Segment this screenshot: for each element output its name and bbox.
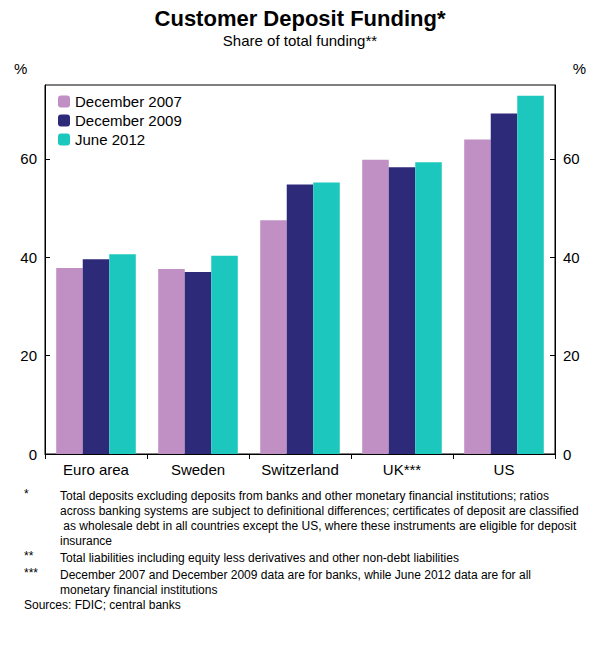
svg-text:20: 20: [563, 347, 580, 364]
svg-text:0: 0: [29, 446, 37, 463]
svg-text:%: %: [573, 60, 586, 77]
svg-text:US: US: [494, 461, 515, 478]
svg-text:December 2007: December 2007: [75, 93, 182, 110]
svg-text:Euro area: Euro area: [63, 461, 130, 478]
svg-text:UK***: UK***: [383, 461, 422, 478]
svg-text:0: 0: [563, 446, 571, 463]
svg-text:Total liabilities including eq: Total liabilities including equity less …: [60, 551, 459, 565]
svg-text:Switzerland: Switzerland: [261, 461, 339, 478]
svg-text:60: 60: [563, 150, 580, 167]
svg-text:**: **: [24, 549, 34, 563]
svg-text:%: %: [14, 60, 27, 77]
svg-text:Share of total funding**: Share of total funding**: [223, 32, 377, 49]
svg-text:monetary financial institution: monetary financial institutions: [60, 583, 217, 597]
svg-text:Customer Deposit Funding*: Customer Deposit Funding*: [155, 6, 446, 31]
svg-text:40: 40: [563, 249, 580, 266]
svg-text:December 2009: December 2009: [75, 112, 182, 129]
svg-text:across banking systems are sub: across banking systems are subject to de…: [60, 504, 579, 518]
svg-text:December 2007 and December 200: December 2007 and December 2009 data are…: [60, 568, 534, 582]
svg-text:as wholesale debt in all count: as wholesale debt in all countries excep…: [60, 519, 580, 533]
svg-text:Sources: FDIC; central banks: Sources: FDIC; central banks: [24, 598, 181, 612]
svg-text:Total deposits excluding depos: Total deposits excluding deposits from b…: [60, 489, 552, 503]
svg-text:Sweden: Sweden: [171, 461, 225, 478]
svg-text:60: 60: [20, 150, 37, 167]
svg-text:*: *: [24, 487, 29, 501]
svg-text:40: 40: [20, 249, 37, 266]
svg-text:***: ***: [24, 566, 38, 580]
svg-text:June 2012: June 2012: [75, 131, 145, 148]
svg-text:20: 20: [20, 347, 37, 364]
svg-text:insurance: insurance: [60, 534, 112, 548]
